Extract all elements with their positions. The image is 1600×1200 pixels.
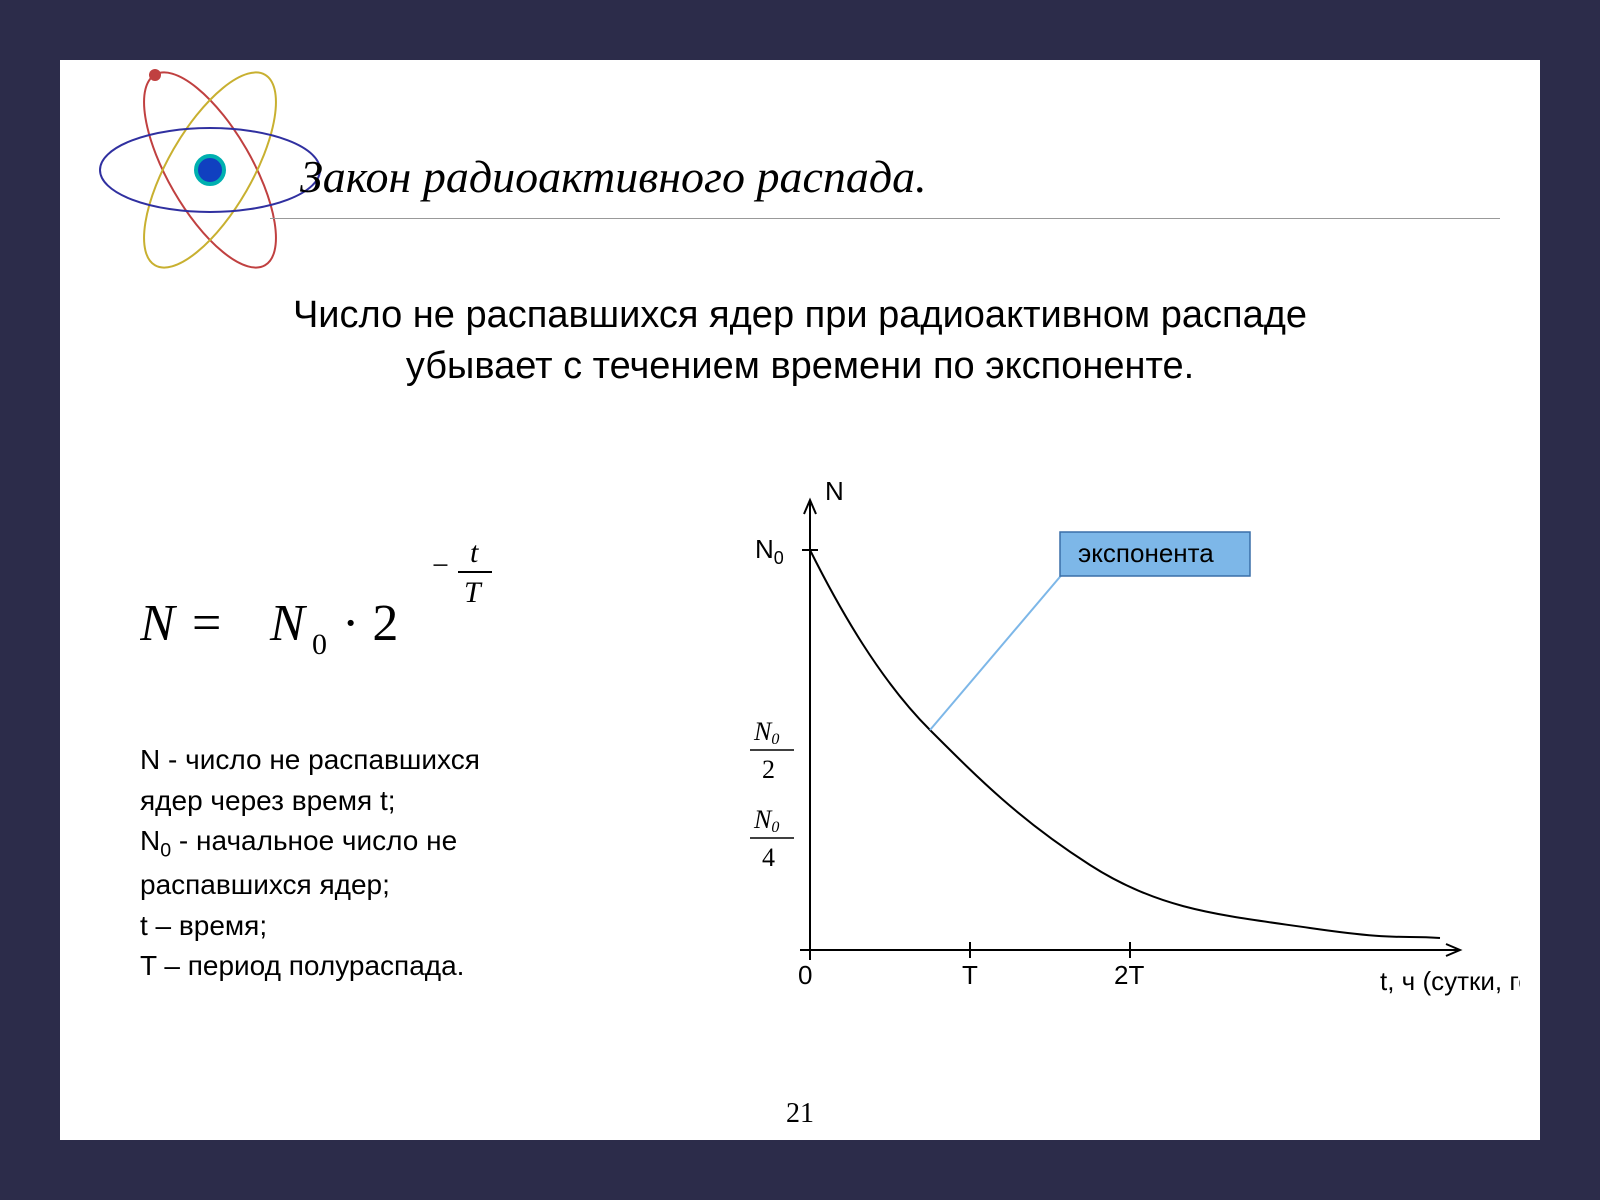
slide-title: Закон радиоактивного распада. — [300, 150, 1500, 203]
legend-N-1: N - число не распавшихся — [140, 744, 480, 775]
svg-text:· 2: · 2 — [342, 595, 398, 652]
xtick-0: 0 — [798, 960, 812, 990]
decay-curve — [810, 550, 1440, 938]
svg-text:0: 0 — [312, 628, 327, 661]
svg-text:N0: N0 — [753, 805, 779, 836]
svg-text:экспонента: экспонента — [1078, 538, 1214, 568]
svg-text:N: N — [140, 595, 178, 652]
variable-legend: N - число не распавшихся ядер через врем… — [140, 740, 680, 987]
y-axis-label: N — [825, 480, 844, 506]
ytick-N0: N0 — [755, 534, 784, 568]
legend-N0-txt2: распавшихся ядер; — [140, 869, 390, 900]
legend-N0-sub: 0 — [160, 840, 171, 862]
legend-N0-sym: N — [140, 825, 160, 856]
svg-text:N: N — [269, 595, 308, 652]
ytick-N0-4: N0 4 — [750, 805, 794, 872]
page-number: 21 — [60, 1098, 1540, 1130]
decay-chart: N t, ч (сутки, года) N0 N0 2 N0 4 0 T 2T — [700, 480, 1520, 1040]
legend-line-N0: N0 - начальное число не распавшихся ядер… — [140, 821, 680, 906]
svg-text:=: = — [192, 595, 221, 652]
legend-line-T: T – период полураспада. — [140, 946, 680, 987]
slide: Закон радиоактивного распада. Число не р… — [60, 60, 1540, 1140]
callout-exponent: экспонента — [930, 532, 1250, 730]
svg-text:N0: N0 — [753, 717, 779, 748]
title-underline — [270, 218, 1500, 219]
svg-text:T: T — [464, 576, 483, 609]
svg-text:t: t — [470, 536, 479, 569]
legend-N0-txt1: - начальное число не — [179, 825, 457, 856]
slide-subtitle: Число не распавшихся ядер при радиоактив… — [240, 290, 1360, 393]
legend-N-2: ядер через время t; — [140, 785, 396, 816]
legend-line-N: N - число не распавшихся ядер через врем… — [140, 740, 680, 821]
ytick-N0-2: N0 2 — [750, 717, 794, 784]
legend-line-t: t – время; — [140, 906, 680, 947]
svg-text:2: 2 — [762, 755, 775, 784]
xtick-T: T — [962, 960, 978, 990]
xtick-2T: 2T — [1114, 960, 1144, 990]
svg-text:4: 4 — [762, 843, 775, 872]
x-axis-label: t, ч (сутки, года) — [1380, 966, 1520, 996]
svg-text:−: − — [432, 549, 449, 582]
decay-formula: N = N 0 · 2 − t T — [140, 530, 640, 690]
